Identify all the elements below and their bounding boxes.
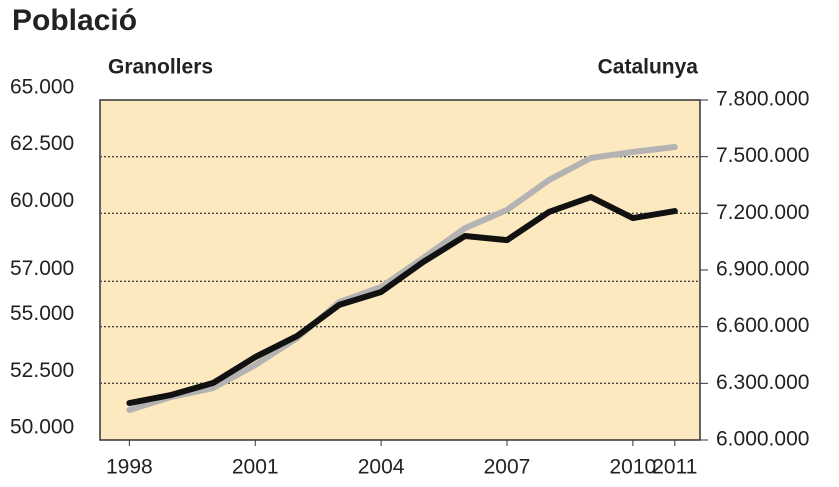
x-tick-label: 1998 [106, 456, 153, 479]
y-tick-label: 62.500 [10, 132, 74, 155]
x-tick-label: 2001 [232, 456, 279, 479]
y2-tick-label: 6.300.000 [716, 371, 809, 394]
y-tick-label: 65.000 [10, 76, 74, 99]
legend-label: Granollers [108, 56, 213, 79]
y2-tick-label: 6.600.000 [716, 314, 809, 337]
y-tick-label: 50.000 [10, 416, 74, 439]
y2-tick-label: 6.900.000 [716, 258, 809, 281]
y-tick-label: 60.000 [10, 189, 74, 212]
x-tick-label: 2004 [358, 456, 405, 479]
y2-tick-label: 7.500.000 [716, 144, 809, 167]
x-tick-label: 2010 [610, 456, 657, 479]
y-tick-label: 55.000 [10, 302, 74, 325]
y2-tick-label: 7.800.000 [716, 88, 809, 111]
x-tick-label: 2007 [484, 456, 531, 479]
data-line [126, 194, 678, 407]
y-tick-label: 57.000 [10, 257, 74, 280]
y2-tick-label: 6.000.000 [716, 428, 809, 451]
data-line [126, 144, 678, 413]
y-tick-label: 52.500 [10, 359, 74, 382]
x-tick-label: 2011 [652, 456, 697, 479]
chart-title: Població [12, 4, 137, 37]
y2-tick-label: 7.200.000 [716, 201, 809, 224]
legend-label: Catalunya [598, 56, 699, 79]
